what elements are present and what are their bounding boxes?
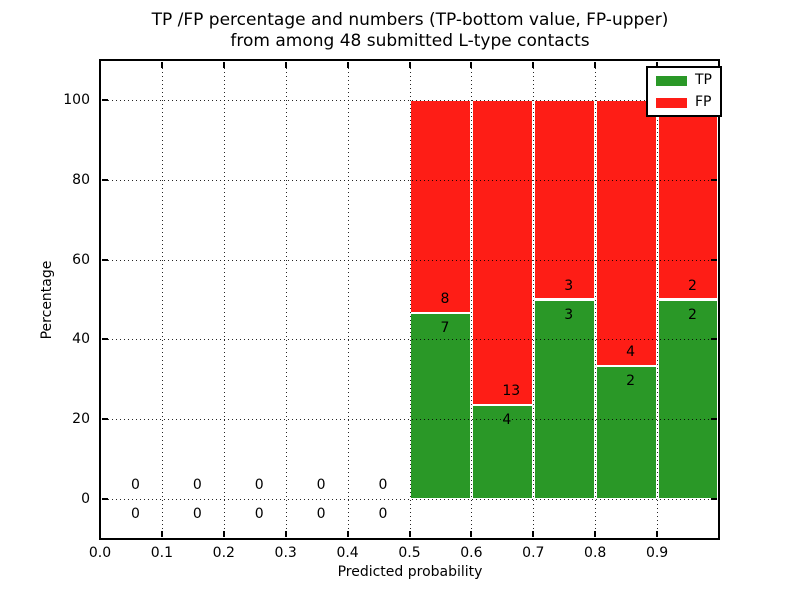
- x-tick-mark: [656, 531, 659, 537]
- gridline-v: [223, 60, 225, 539]
- tp-count-label: 7: [440, 319, 450, 336]
- x-tick-mark: [160, 531, 163, 537]
- tp-swatch-icon: [656, 75, 687, 86]
- bar-fp: [533, 99, 595, 300]
- y-tick-mark-right: [711, 258, 717, 261]
- tp-count-label: 4: [502, 412, 512, 429]
- gridline-v: [595, 60, 597, 539]
- y-tick-label: 60: [72, 251, 90, 268]
- x-tick-mark: [470, 531, 473, 537]
- tp-count-label: 2: [626, 373, 636, 390]
- gridline-v: [471, 60, 473, 539]
- x-tick-mark-top: [594, 62, 597, 68]
- fp-count-label: 8: [440, 290, 450, 307]
- fp-count-label: 0: [316, 477, 326, 494]
- fp-count-label: 0: [130, 477, 140, 494]
- y-tick-mark-right: [711, 498, 717, 501]
- y-tick-mark: [102, 338, 108, 341]
- x-tick-mark-top: [470, 62, 473, 68]
- bar-fp: [657, 99, 719, 300]
- tp-count-label: 0: [378, 506, 388, 523]
- fp-count-label: 2: [688, 277, 697, 294]
- gridline-v: [347, 60, 349, 539]
- y-axis-label: Percentage: [39, 260, 55, 340]
- y-tick-label: 80: [72, 171, 90, 188]
- fp-count-label: 4: [626, 344, 636, 361]
- chart-title-line-1: TP /FP percentage and numbers (TP-bottom…: [151, 10, 669, 30]
- tp-count-label: 2: [688, 306, 697, 323]
- x-tick-mark-top: [222, 62, 225, 68]
- x-tick-mark-top: [408, 62, 411, 68]
- bar-tp: [410, 312, 471, 500]
- x-tick-label: 0.5: [398, 545, 421, 561]
- legend: TP FP: [646, 66, 722, 117]
- x-tick-mark-top: [99, 62, 101, 68]
- gridline-v: [533, 60, 535, 539]
- gridline-v: [161, 60, 163, 539]
- x-tick-mark: [284, 531, 287, 537]
- bar-tp: [595, 366, 657, 500]
- x-tick-mark: [346, 531, 349, 537]
- fp-count-label: 0: [378, 477, 388, 494]
- x-tick-mark: [408, 531, 411, 537]
- tp-count-label: 0: [192, 506, 202, 523]
- chart-title: TP /FP percentage and numbers (TP-bottom…: [100, 10, 720, 52]
- legend-row-tp: TP: [656, 73, 712, 88]
- bar-tp: [533, 299, 595, 500]
- bar-tp: [657, 299, 719, 500]
- tp-count-label: 0: [130, 506, 140, 523]
- y-tick-label: 100: [63, 91, 90, 108]
- x-tick-mark-top: [656, 62, 659, 68]
- fp-count-label: 13: [502, 383, 521, 400]
- x-tick-mark-top: [160, 62, 163, 68]
- fp-count-label: 0: [192, 477, 202, 494]
- x-tick-mark: [222, 531, 225, 537]
- x-tick-label: 0.0: [88, 545, 112, 561]
- x-tick-mark: [99, 531, 101, 537]
- bar-tp: [471, 405, 533, 500]
- y-tick-mark: [102, 178, 108, 181]
- fp-count-label: 3: [564, 277, 574, 294]
- legend-row-fp: FP: [656, 95, 712, 110]
- tp-count-label: 0: [254, 506, 264, 523]
- gridline-v: [657, 60, 659, 539]
- y-tick-label: 0: [81, 491, 90, 508]
- legend-label-tp: TP: [695, 72, 712, 88]
- x-tick-mark-top: [532, 62, 535, 68]
- tp-count-label: 0: [316, 506, 326, 523]
- fp-swatch-icon: [656, 97, 687, 108]
- x-tick-mark: [532, 531, 535, 537]
- legend-label-fp: FP: [695, 94, 712, 110]
- x-tick-mark: [594, 531, 597, 537]
- bar-fp: [595, 99, 657, 367]
- y-tick-mark: [102, 498, 108, 501]
- y-tick-mark-right: [711, 338, 717, 341]
- bar-fp: [471, 99, 533, 406]
- fp-count-label: 0: [254, 477, 264, 494]
- bar-fp: [410, 99, 471, 313]
- x-tick-label: 0.1: [150, 545, 174, 561]
- x-tick-label: 0.4: [336, 545, 359, 561]
- y-tick-mark-right: [711, 418, 717, 421]
- gridline-v: [409, 60, 411, 539]
- gridline-v: [285, 60, 287, 539]
- y-tick-mark: [102, 418, 108, 421]
- y-tick-label: 20: [72, 411, 90, 428]
- x-tick-mark-top: [284, 62, 287, 68]
- x-tick-mark-top: [346, 62, 349, 68]
- chart-title-line-2: from among 48 submitted L-type contacts: [230, 31, 590, 51]
- x-tick-label: 0.6: [460, 545, 483, 561]
- tp-count-label: 3: [564, 306, 574, 323]
- x-axis-label: Predicted probability: [337, 564, 483, 580]
- x-tick-label: 0.9: [645, 545, 669, 561]
- y-tick-mark: [102, 98, 108, 101]
- x-tick-label: 0.8: [584, 545, 607, 561]
- y-tick-label: 40: [72, 331, 90, 348]
- x-tick-label: 0.3: [274, 545, 297, 561]
- y-tick-mark: [102, 258, 108, 261]
- x-tick-label: 0.2: [212, 545, 235, 561]
- y-tick-mark-right: [711, 178, 717, 181]
- x-tick-label: 0.7: [522, 545, 545, 561]
